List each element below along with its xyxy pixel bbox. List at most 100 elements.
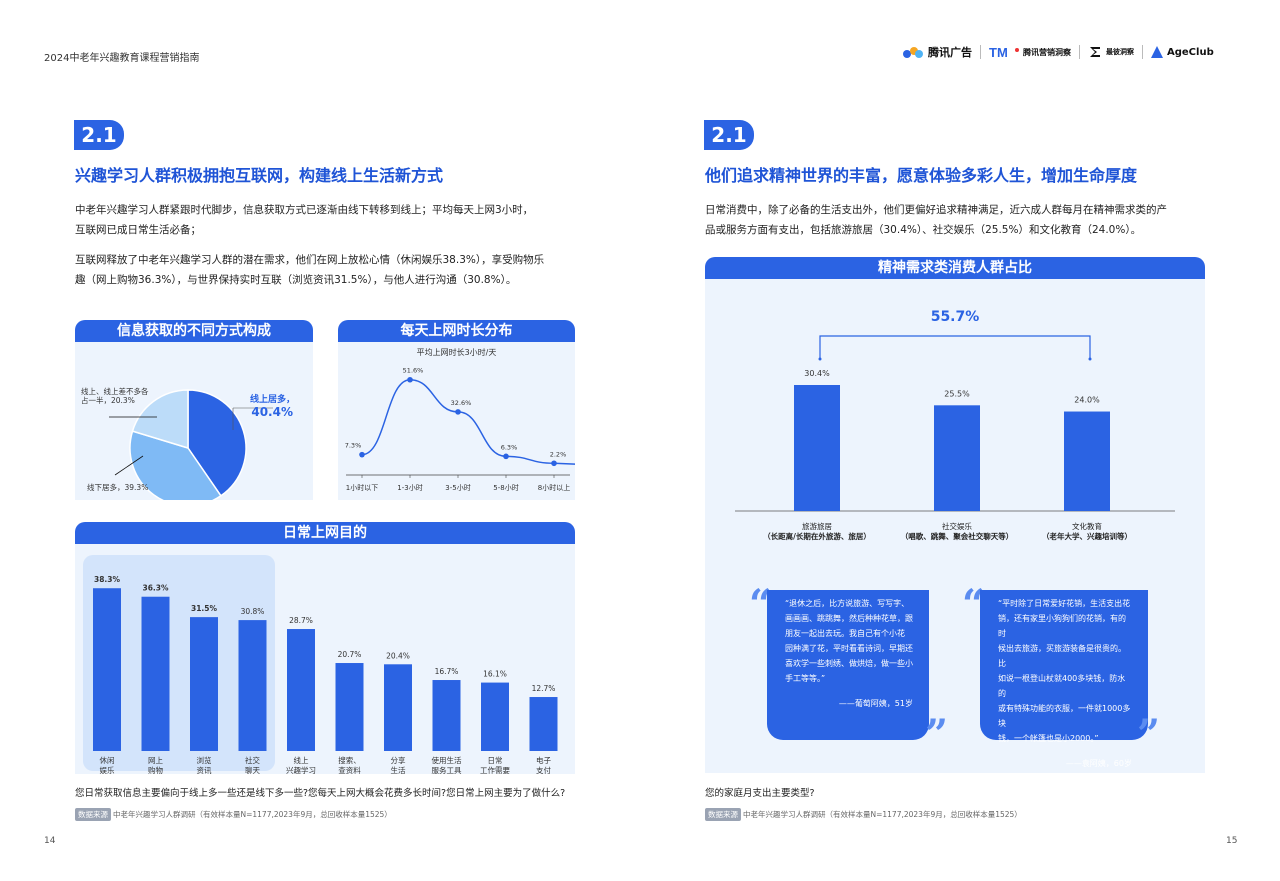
x-tick-label: 社交娱乐 bbox=[942, 521, 972, 531]
x-tick-label: 3-5小时 bbox=[445, 483, 470, 492]
data-source-left: 数据来源 中老年兴趣学习人群调研（有效样本量N=1177,2023年9月，总回收样… bbox=[75, 808, 392, 821]
quote-card-2: “平时除了日常爱好花销，生活支出花 销，还有家里小狗狗们的花销，有的时 候出去旅游，… bbox=[980, 590, 1148, 768]
ebiz-insight-logo: 最彼洞察 bbox=[1088, 45, 1134, 59]
bar-chart-panel: 日常上网目的 38.3% 休闲 娱乐 36.3% 网上 购物 31.5% 浏览 资讯 30.8% 社… bbox=[75, 522, 575, 774]
close-quote-icon-1: ” bbox=[925, 711, 949, 758]
bar-value-label: 20.7% bbox=[338, 650, 362, 659]
bar bbox=[384, 664, 412, 751]
bar-value-label: 16.7% bbox=[435, 667, 459, 676]
quote-card-1: “退休之后，比方说旅游、写写字、 画画画、跳跳舞，然后种种花草，跟 朋友一起出去玩。… bbox=[767, 590, 929, 740]
data-label: 32.6% bbox=[451, 399, 472, 407]
bracket bbox=[819, 335, 1091, 359]
x-tick-label: 支付 bbox=[536, 765, 551, 774]
x-tick-label: 购物 bbox=[148, 765, 163, 774]
partner-logos: 腾讯广告 TM 腾讯营销洞察 最彼洞察 AgeClub bbox=[902, 44, 1214, 60]
line-chart: 7.3% 1小时以下 51.6% 1-3小时 32.6% 3-5小时 6.3% 5-8小时 2.… bbox=[345, 367, 575, 492]
intro-paragraph-right: 日常消费中，除了必备的生活支出外，他们更偏好追求精神满足，近六成人群每月在精神需… bbox=[705, 204, 1167, 236]
bar-chart-title: 日常上网目的 bbox=[75, 522, 575, 544]
line-series bbox=[361, 378, 575, 465]
sigma-icon bbox=[1090, 47, 1100, 57]
bar bbox=[141, 596, 170, 751]
bar bbox=[794, 385, 840, 511]
bar-value-label: 30.4% bbox=[804, 369, 830, 378]
bar bbox=[529, 697, 558, 751]
bar-value-label: 28.7% bbox=[289, 616, 313, 625]
bar bbox=[190, 617, 218, 751]
pie-chart-title: 信息获取的不同方式构成 bbox=[75, 320, 313, 342]
bar-value-label: 12.7% bbox=[532, 684, 556, 693]
bar bbox=[1064, 411, 1110, 511]
tencent-ads-icon bbox=[903, 47, 923, 58]
quote-1-author: ——葡萄阿姨，51岁 bbox=[838, 699, 913, 708]
tencent-ads-logo: 腾讯广告 bbox=[902, 44, 972, 60]
svg-text:TM: TM bbox=[989, 45, 1008, 59]
pie-slice bbox=[131, 389, 189, 450]
tmi-logo: TM 腾讯营销洞察 bbox=[989, 45, 1071, 59]
x-tick-label: 浏览 bbox=[197, 755, 212, 765]
tmi-icon: TM bbox=[989, 45, 1019, 59]
x-tick-label: 社交 bbox=[245, 755, 260, 765]
page-number-left: 14 bbox=[44, 836, 56, 846]
line-point bbox=[455, 409, 461, 415]
leader-line bbox=[114, 455, 144, 476]
x-tick-label: （长距离/长期在外旅游、旅居） bbox=[763, 531, 871, 541]
x-tick-label: 电子 bbox=[536, 755, 551, 765]
line-point bbox=[551, 460, 557, 467]
section-title-left: 兴趣学习人群积极拥抱互联网，构建线上生活新方式 bbox=[75, 166, 444, 185]
pie-label: 占一半，20.3% bbox=[81, 395, 135, 405]
x-tick-label: 1小时以下 bbox=[346, 483, 378, 492]
x-tick-label: 娱乐 bbox=[100, 765, 115, 774]
bar-value-label: 38.3% bbox=[94, 575, 121, 584]
x-tick-label: 聊天 bbox=[245, 766, 260, 774]
x-tick-label: 查资料 bbox=[338, 765, 361, 774]
data-label: 7.3% bbox=[345, 442, 362, 450]
total-label: 55.7% bbox=[931, 309, 980, 325]
quote-1-text: “退休之后，比方说旅游、写写字、 画画画、跳跳舞，然后种种花草，跟 朋友一起出去玩。… bbox=[785, 599, 913, 683]
quote-2-author: ——袁阿姨，60岁 bbox=[1065, 759, 1132, 768]
open-quote-icon-1: “ bbox=[749, 581, 773, 628]
ageclub-icon bbox=[1151, 46, 1163, 58]
line-chart-subtitle: 平均上网时长3小时/天 bbox=[416, 348, 497, 357]
data-label: 6.3% bbox=[501, 443, 518, 451]
pie-slice bbox=[129, 430, 222, 500]
bar-value-label: 16.1% bbox=[483, 670, 507, 679]
bar bbox=[432, 680, 461, 751]
pie-label: 线上居多， bbox=[250, 393, 295, 405]
section-title-right: 他们追求精神世界的丰富，愿意体验多彩人生，增加生命厚度 bbox=[705, 166, 1138, 185]
spending-chart-panel: 精神需求类消费人群占比 30.4% 旅游旅居 （长距离/长期在外旅游、旅居） 25.5… bbox=[705, 257, 1205, 773]
x-tick-label: 日常 bbox=[488, 756, 503, 765]
bar-chart: 38.3% 休闲娱乐 36.3% 网上购物 31.5% 浏览资讯 30.8% 社交聊天 28.7… bbox=[93, 575, 558, 774]
open-quote-icon-2: “ bbox=[962, 581, 986, 628]
bar-value-label: 20.4% bbox=[386, 651, 410, 660]
x-tick-label: 兴趣学习 bbox=[286, 765, 316, 774]
bar bbox=[934, 405, 980, 511]
bar bbox=[93, 588, 121, 751]
bar bbox=[287, 629, 315, 751]
bar-value-label: 30.8% bbox=[241, 607, 265, 616]
x-tick-label: 服务工具 bbox=[432, 765, 462, 774]
line-chart-title: 每天上网时长分布 bbox=[338, 320, 575, 342]
x-tick-label: 网上 bbox=[148, 756, 163, 765]
x-tick-label: 使用生活 bbox=[432, 755, 462, 765]
bar-value-label: 25.5% bbox=[944, 389, 970, 398]
document-title: 2024中老年兴趣教育课程营销指南 bbox=[44, 53, 200, 64]
intro-paragraph-1: 中老年兴趣学习人群紧跟时代脚步，信息获取方式已逐渐由线下转移到线上；平均每天上网… bbox=[75, 204, 534, 236]
bar bbox=[481, 682, 509, 751]
x-tick-label: 旅游旅居 bbox=[802, 521, 832, 531]
close-quote-icon-2: ” bbox=[1137, 711, 1161, 758]
x-tick-label: 1-3小时 bbox=[397, 483, 422, 492]
bracket-end bbox=[818, 357, 822, 361]
x-tick-label: 工作需要 bbox=[480, 765, 510, 774]
x-tick-label: 分享 bbox=[391, 755, 406, 765]
x-tick-label: 文化教育 bbox=[1072, 521, 1102, 531]
quote-2-text: “平时除了日常爱好花销，生活支出花 销，还有家里小狗狗们的花销，有的时 候出去旅游，… bbox=[998, 599, 1131, 743]
data-label: 2.2% bbox=[550, 450, 567, 458]
line-point bbox=[503, 453, 509, 460]
pie-label: 线下居多，39.3% bbox=[87, 482, 148, 492]
data-label: 51.6% bbox=[403, 367, 424, 375]
section-number-right: 2.1 bbox=[704, 120, 754, 150]
x-tick-label: （唱歌、跳舞、聚会社交聊天等） bbox=[901, 531, 1014, 541]
pie-chart-panel: 信息获取的不同方式构成 线上居多， 40.4% 线下居多，39.3% 线上、线上差不多… bbox=[75, 320, 313, 500]
line-chart-panel: 每天上网时长分布 平均上网时长3小时/天 7.3% 1小时以下 51.6% 1-3小时… bbox=[338, 320, 575, 500]
